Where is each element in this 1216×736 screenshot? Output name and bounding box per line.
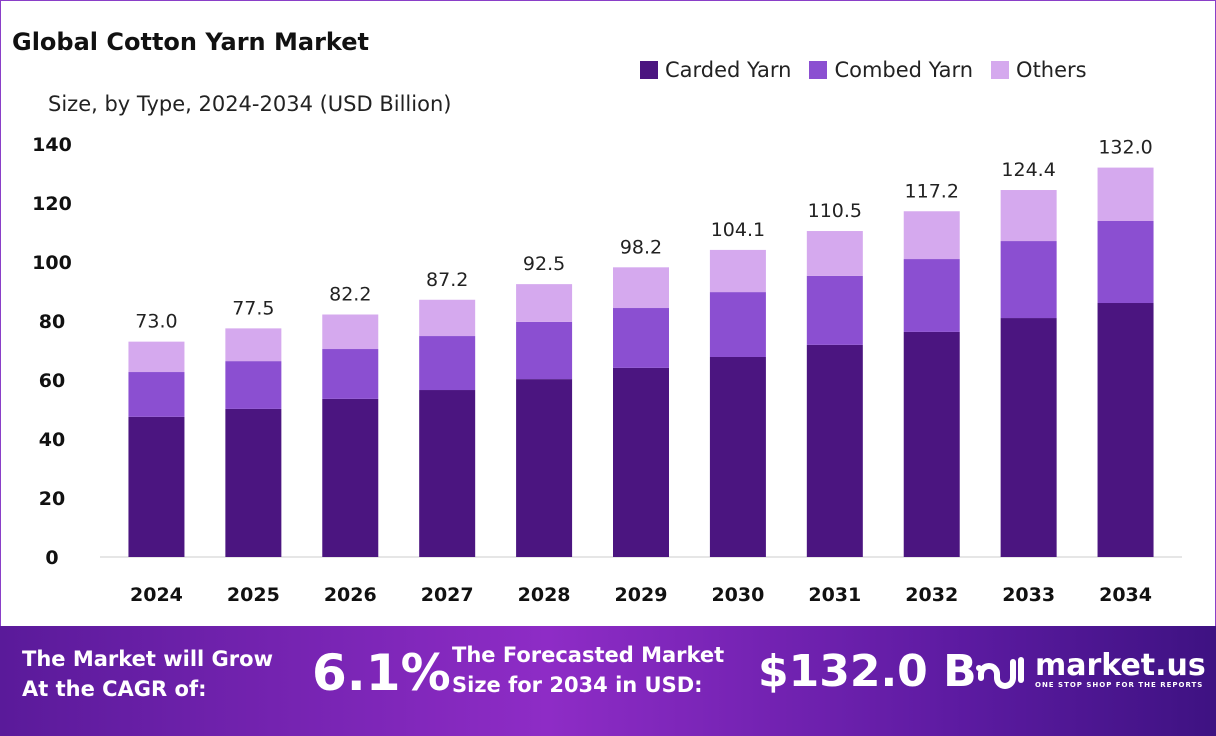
x-tick-label: 2027: [421, 584, 474, 606]
total-label: 117.2: [905, 180, 959, 202]
bar-segment-carded-yarn: [128, 416, 185, 557]
chart-subtitle: Size, by Type, 2024-2034 (USD Billion): [48, 92, 452, 116]
bar-segment-others: [903, 211, 960, 260]
cagr-value: 6.1%: [312, 644, 451, 702]
bar-segment-combed-yarn: [128, 372, 185, 417]
legend-item-carded: Carded Yarn: [640, 58, 791, 82]
bar-segment-combed-yarn: [419, 336, 476, 391]
x-tick-label: 2024: [130, 584, 183, 606]
bar-segment-carded-yarn: [1097, 303, 1154, 557]
y-tick-label: 0: [45, 547, 58, 569]
x-tick-label: 2028: [518, 584, 571, 606]
bar-segment-others: [225, 328, 282, 362]
bar-segment-others: [806, 231, 863, 276]
bar-segment-carded-yarn: [806, 344, 863, 557]
total-label: 98.2: [620, 236, 662, 258]
total-label: 132.0: [1098, 137, 1152, 159]
total-label: 77.5: [232, 297, 274, 319]
legend-swatch: [809, 61, 828, 79]
chart-plot: 0 20 40 60 80 100 120 140 73.0 2024 77.5 2025 82.2 20…: [32, 134, 1182, 606]
footer-banner: The Market will Grow At the CAGR of: 6.1…: [0, 626, 1216, 736]
bar-segment-carded-yarn: [903, 331, 960, 557]
x-tick-label: 2033: [1002, 584, 1055, 606]
forecast-label: The Forecasted Market Size for 2034 in U…: [452, 643, 725, 697]
bar-segment-others: [1097, 167, 1154, 221]
bar-segment-carded-yarn: [322, 398, 379, 557]
total-label: 104.1: [711, 219, 765, 241]
bar-segment-combed-yarn: [613, 308, 669, 368]
x-tick-label: 2030: [711, 584, 764, 606]
bar-segment-carded-yarn: [419, 390, 476, 557]
total-label: 82.2: [329, 284, 371, 306]
x-tick-label: 2026: [324, 584, 377, 606]
bar-segment-others: [1000, 190, 1057, 242]
forecast-value: $132.0 B: [758, 646, 977, 697]
y-tick-label: 80: [39, 311, 65, 333]
bar-segment-combed-yarn: [322, 349, 379, 399]
y-tick-label: 140: [32, 134, 72, 156]
bar-segment-others: [322, 314, 379, 350]
x-tick-label: 2032: [905, 584, 958, 606]
chart-title: Global Cotton Yarn Market: [12, 28, 369, 56]
bar-segment-others: [613, 267, 669, 309]
total-label: 124.4: [1001, 159, 1055, 181]
legend-swatch: [991, 61, 1010, 79]
bar-segment-combed-yarn: [709, 292, 766, 357]
bar-segment-carded-yarn: [709, 356, 766, 557]
y-tick-label: 120: [32, 193, 72, 215]
legend-swatch: [640, 61, 658, 79]
bar-segment-others: [419, 299, 476, 337]
legend: Carded Yarn Combed Yarn Others: [640, 58, 1087, 82]
bar-segment-combed-yarn: [1097, 220, 1154, 304]
y-tick-label: 60: [39, 370, 65, 392]
logo-icon: [976, 657, 1024, 689]
bar-segment-carded-yarn: [1000, 318, 1057, 557]
total-label: 73.0: [135, 311, 177, 333]
total-label: 110.5: [808, 200, 862, 222]
bar-segment-carded-yarn: [516, 379, 573, 557]
bar-segment-others: [128, 341, 185, 373]
x-tick-label: 2034: [1099, 584, 1152, 606]
total-label: 92.5: [523, 253, 565, 275]
market-us-logo: market.us ONE STOP SHOP FOR THE REPORTS: [975, 650, 1206, 690]
x-tick-label: 2031: [808, 584, 861, 606]
bar-segment-combed-yarn: [806, 275, 863, 345]
cagr-label: The Market will Grow At the CAGR of:: [22, 647, 273, 701]
bar-segment-carded-yarn: [613, 367, 669, 557]
bar-segment-combed-yarn: [1000, 241, 1057, 319]
y-tick-label: 100: [32, 252, 72, 274]
legend-item-others: Others: [991, 58, 1087, 82]
bar-segment-combed-yarn: [225, 361, 282, 409]
bar-segment-others: [516, 284, 573, 322]
y-tick-label: 20: [39, 488, 65, 510]
bar-segment-others: [709, 249, 766, 293]
x-tick-label: 2029: [615, 584, 668, 606]
legend-item-combed: Combed Yarn: [809, 58, 973, 82]
total-label: 87.2: [426, 269, 468, 291]
y-tick-label: 40: [39, 429, 65, 451]
bar-segment-carded-yarn: [225, 408, 282, 557]
bar-segment-combed-yarn: [516, 321, 573, 380]
bar-segment-combed-yarn: [903, 259, 960, 332]
x-tick-label: 2025: [227, 584, 280, 606]
